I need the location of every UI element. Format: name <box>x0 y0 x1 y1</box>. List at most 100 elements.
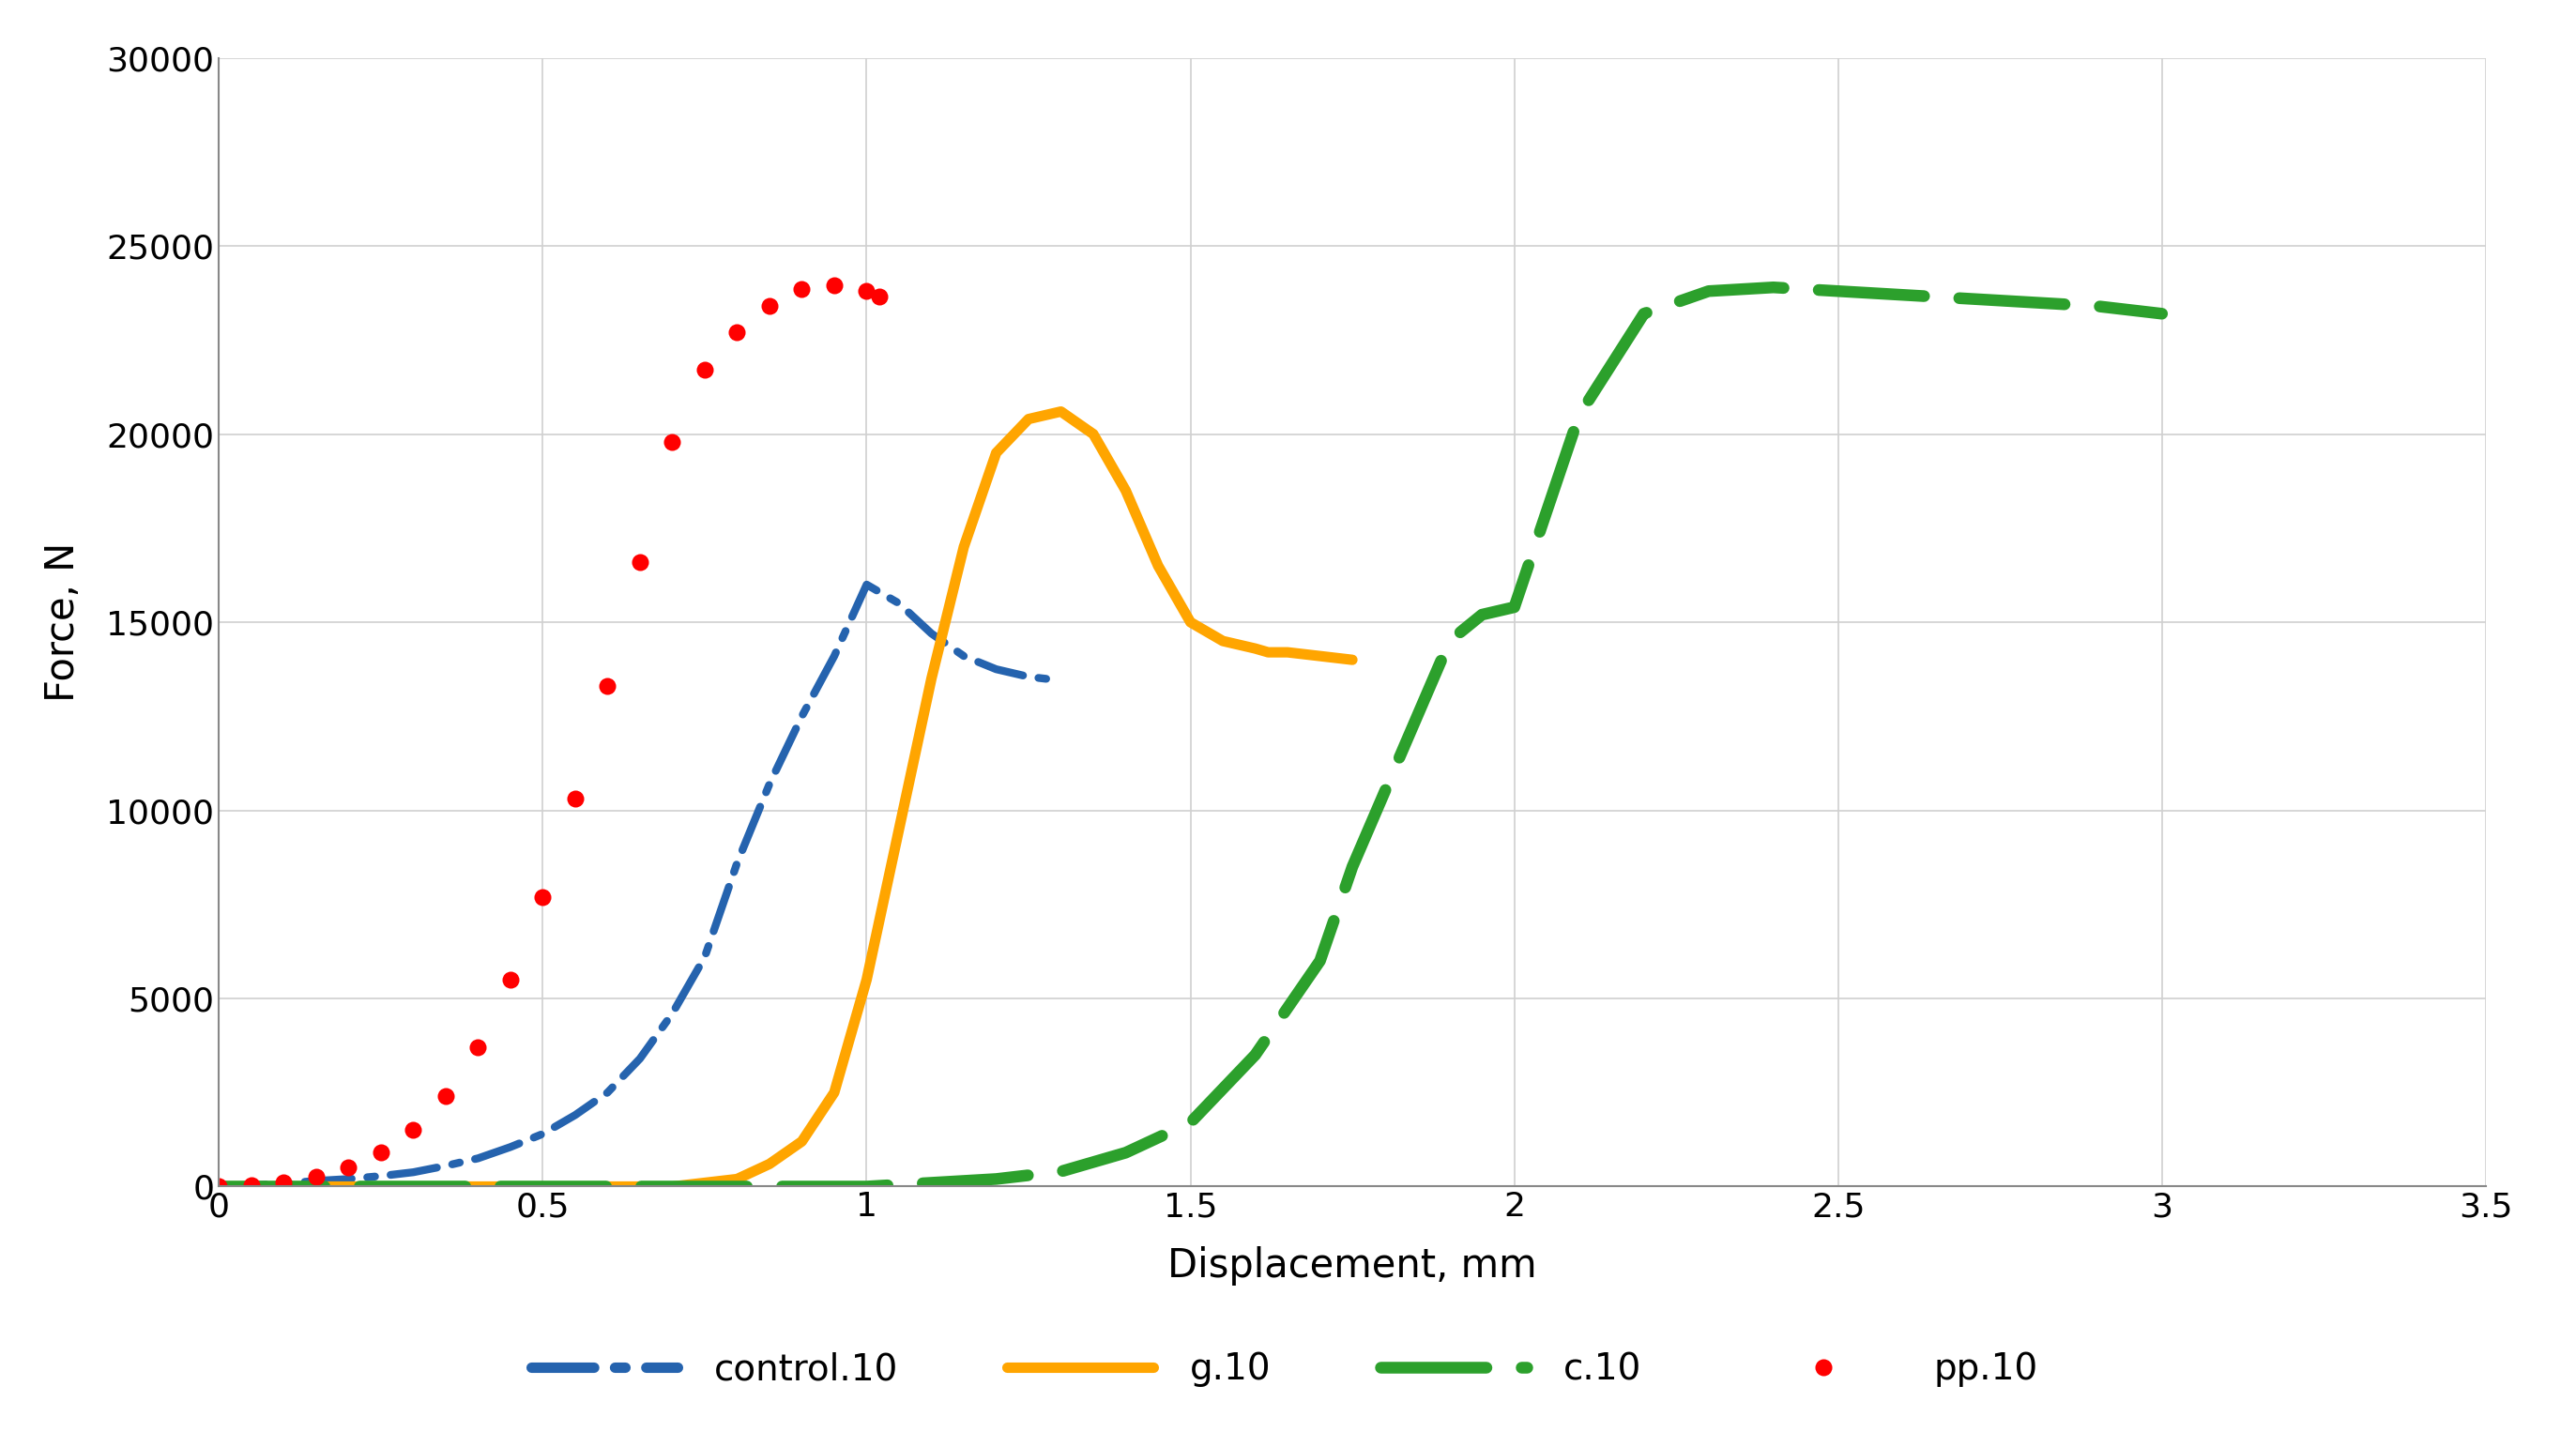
control.10 <box>366 1168 397 1185</box>
control.10 <box>268 1175 299 1192</box>
g.10 <box>397 1178 428 1195</box>
control.10 <box>884 595 914 612</box>
g.10 <box>592 1178 623 1195</box>
g.10 <box>755 1155 786 1172</box>
pp.10 <box>819 276 850 294</box>
pp.10 <box>430 1088 461 1106</box>
Line: control.10: control.10 <box>219 585 1061 1187</box>
c.10 <box>1435 632 1466 650</box>
c.10 <box>592 1178 623 1195</box>
g.10 <box>1273 644 1303 661</box>
c.10 <box>1110 1145 1141 1162</box>
pp.10 <box>623 553 654 570</box>
control.10 <box>495 1139 526 1156</box>
g.10 <box>1252 644 1283 661</box>
control.10 <box>623 1051 654 1068</box>
c.10 <box>1337 858 1368 875</box>
pp.10 <box>721 324 752 341</box>
pp.10 <box>332 1159 363 1176</box>
control.10 <box>657 1004 688 1022</box>
control.10 <box>237 1176 268 1194</box>
c.10 <box>981 1171 1012 1188</box>
pp.10 <box>592 677 623 695</box>
g.10 <box>268 1178 299 1195</box>
control.10 <box>301 1172 332 1189</box>
g.10 <box>1239 640 1270 657</box>
c.10 <box>1046 1163 1077 1181</box>
c.10 <box>2081 298 2112 315</box>
Line: pp.10: pp.10 <box>211 276 889 1195</box>
c.10 <box>1757 279 1788 297</box>
g.10 <box>204 1178 234 1195</box>
g.10 <box>981 444 1012 462</box>
pp.10 <box>657 433 688 450</box>
pp.10 <box>268 1174 299 1191</box>
pp.10 <box>850 282 881 300</box>
pp.10 <box>755 298 786 315</box>
g.10 <box>917 670 948 687</box>
control.10 <box>464 1149 495 1166</box>
pp.10 <box>495 971 526 988</box>
g.10 <box>528 1178 559 1195</box>
g.10 <box>1208 632 1239 650</box>
pp.10 <box>366 1145 397 1162</box>
pp.10 <box>528 888 559 906</box>
pp.10 <box>863 288 894 305</box>
g.10 <box>850 971 881 988</box>
Legend: control.10, g.10, c.10, pp.10: control.10, g.10, c.10, pp.10 <box>531 1351 2038 1388</box>
g.10 <box>884 820 914 838</box>
c.10 <box>1824 282 1855 300</box>
c.10 <box>1499 599 1530 616</box>
control.10 <box>721 854 752 871</box>
c.10 <box>1692 282 1723 300</box>
control.10 <box>690 948 721 965</box>
g.10 <box>786 1133 817 1150</box>
g.10 <box>948 538 979 556</box>
control.10 <box>1046 671 1077 689</box>
pp.10 <box>301 1169 332 1187</box>
control.10 <box>948 647 979 664</box>
pp.10 <box>464 1039 495 1056</box>
g.10 <box>819 1084 850 1101</box>
c.10 <box>1303 952 1334 969</box>
g.10 <box>332 1178 363 1195</box>
c.10 <box>1175 1114 1206 1132</box>
c.10 <box>332 1178 363 1195</box>
c.10 <box>1401 708 1432 725</box>
g.10 <box>1110 482 1141 499</box>
g.10 <box>1012 411 1043 428</box>
control.10 <box>981 660 1012 677</box>
control.10 <box>397 1163 428 1181</box>
Line: c.10: c.10 <box>219 288 2161 1187</box>
control.10 <box>592 1084 623 1101</box>
pp.10 <box>204 1178 234 1195</box>
control.10 <box>850 576 881 593</box>
c.10 <box>1564 407 1595 424</box>
c.10 <box>1466 606 1497 624</box>
control.10 <box>755 776 786 793</box>
c.10 <box>1628 305 1659 323</box>
c.10 <box>2017 294 2048 311</box>
g.10 <box>1303 647 1334 664</box>
g.10 <box>1144 557 1175 574</box>
control.10 <box>332 1171 363 1188</box>
g.10 <box>657 1178 688 1195</box>
c.10 <box>464 1178 495 1195</box>
control.10 <box>917 625 948 642</box>
control.10 <box>819 647 850 664</box>
c.10 <box>1239 1046 1270 1064</box>
control.10 <box>1012 669 1043 686</box>
Line: g.10: g.10 <box>219 411 1352 1187</box>
c.10 <box>1888 287 1919 304</box>
g.10 <box>1077 425 1108 443</box>
pp.10 <box>559 790 590 807</box>
g.10 <box>1175 614 1206 631</box>
g.10 <box>1337 651 1368 669</box>
g.10 <box>721 1171 752 1188</box>
X-axis label: Displacement, mm: Displacement, mm <box>1167 1246 1538 1286</box>
pp.10 <box>237 1176 268 1194</box>
c.10 <box>1370 783 1401 800</box>
pp.10 <box>786 281 817 298</box>
control.10 <box>559 1107 590 1124</box>
c.10 <box>721 1178 752 1195</box>
